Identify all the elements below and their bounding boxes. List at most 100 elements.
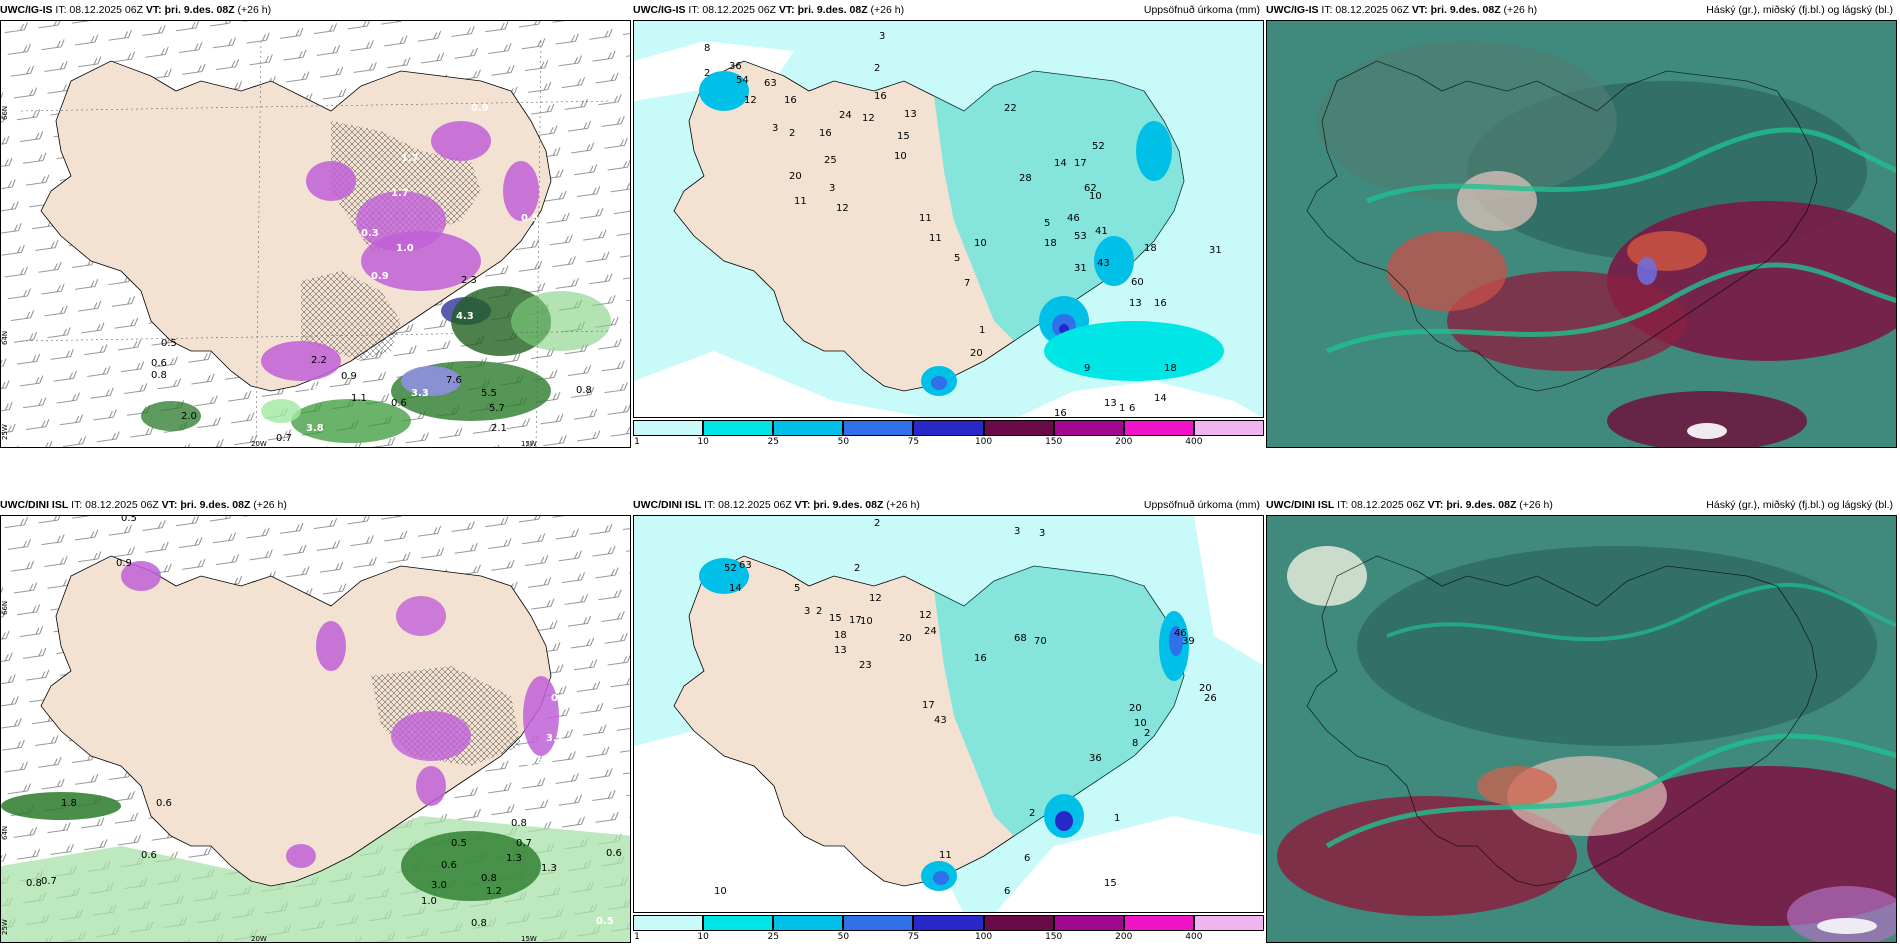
- value-label: 2: [816, 606, 822, 617]
- valid-time-label: VT:: [1427, 499, 1444, 511]
- value-label: 7: [964, 278, 970, 289]
- value-label: 2: [874, 63, 880, 74]
- value-label: 13: [904, 109, 917, 120]
- value-label: 0.5: [161, 338, 177, 349]
- lead-time: (+26 h): [886, 499, 920, 511]
- valid-time-label: VT:: [794, 499, 811, 511]
- value-label: 18: [1144, 243, 1157, 254]
- valid-time-label: VT:: [145, 4, 162, 16]
- value-label: 0.7: [41, 876, 57, 887]
- lat-label-64: 64N: [1, 826, 9, 840]
- panel-dini-accum-precip: UWC/DINI ISL IT: 08.12.2025 06Z VT: þri.…: [633, 495, 1264, 943]
- valid-time-label: VT:: [1411, 4, 1428, 16]
- colorbar-tick: 10: [697, 932, 709, 942]
- value-label: 3.3: [411, 388, 429, 399]
- init-time: IT: 08.12.2025 06Z: [1321, 4, 1409, 16]
- panel-ig-is-precip-type: UWC/IG-IS IT: 08.12.2025 06Z VT: þri. 9.…: [0, 0, 631, 448]
- lead-time: (+26 h): [253, 499, 287, 511]
- value-label: 54: [736, 75, 749, 86]
- value-label: 0.8: [511, 818, 527, 829]
- value-label: 0.8: [471, 918, 487, 929]
- value-label: 10.5: [306, 385, 331, 396]
- value-label: 0.6: [606, 848, 622, 859]
- value-label: 3: [829, 183, 835, 194]
- panel-ig-is-cloud-cover: UWC/IG-IS IT: 08.12.2025 06Z VT: þri. 9.…: [1266, 0, 1897, 448]
- value-label: 36: [1089, 753, 1102, 764]
- colorbar-swatch: [1123, 915, 1194, 931]
- value-label: 36: [729, 61, 742, 72]
- value-label: 14: [1154, 393, 1167, 404]
- value-label: 16: [874, 91, 887, 102]
- value-label: 17: [1074, 158, 1087, 169]
- value-label: 0.9: [341, 371, 357, 382]
- value-label: 12: [744, 95, 757, 106]
- value-label: 2: [854, 563, 860, 574]
- lead-time: (+26 h): [1503, 4, 1538, 16]
- value-label: 62: [1084, 183, 1097, 194]
- colorbar-swatch: [843, 915, 914, 931]
- value-label: 0.6: [141, 850, 157, 861]
- panel-header: UWC/IG-IS IT: 08.12.2025 06Z VT: þri. 9.…: [0, 0, 631, 20]
- valid-time-label: VT:: [778, 4, 795, 16]
- panel-header: UWC/IG-IS IT: 08.12.2025 06Z VT: þri. 9.…: [1266, 0, 1897, 20]
- value-label: 31: [1074, 263, 1087, 274]
- value-label: 6: [1004, 886, 1010, 897]
- map-area[interactable]: [1266, 515, 1897, 943]
- value-label: 20: [1129, 703, 1142, 714]
- valid-time: þri. 9.des. 08Z: [1446, 499, 1517, 511]
- colorbar-tick: 200: [1115, 932, 1133, 942]
- value-label: 46: [1174, 628, 1187, 639]
- colorbar-swatch: [913, 915, 984, 931]
- value-label: 25: [824, 155, 837, 166]
- value-label: 5.5: [481, 388, 497, 399]
- value-label: 1: [1114, 813, 1120, 824]
- colorbar-swatch: [843, 420, 914, 436]
- value-label: 3: [772, 123, 778, 134]
- value-label: 53: [1074, 231, 1087, 242]
- value-label: 20: [789, 171, 802, 182]
- value-label: 13: [1129, 298, 1142, 309]
- colorbar-tick: 50: [837, 932, 850, 942]
- value-label: 5.7: [489, 403, 505, 414]
- value-label: 1.3: [541, 863, 557, 874]
- iceland-outline: [1306, 60, 1818, 392]
- colorbar-swatch: [633, 915, 704, 931]
- value-label: 2: [704, 68, 710, 79]
- value-label: 0.6: [441, 860, 457, 871]
- value-label: 0.6: [391, 398, 407, 409]
- init-time: IT: 08.12.2025 06Z: [1337, 499, 1425, 511]
- panel-header: UWC/DINI ISL IT: 08.12.2025 06Z VT: þri.…: [1266, 495, 1897, 515]
- value-label: 9: [1084, 363, 1090, 374]
- colorbar-swatch: [633, 420, 704, 436]
- value-label: 3: [804, 606, 810, 617]
- model-source: UWC/IG-IS: [0, 4, 53, 16]
- value-label: 0.5: [451, 838, 467, 849]
- map-area[interactable]: 66N 64N 25W 20W 15W 0.5 0.6 0.8 0.9 2.2 10.5 5…: [0, 20, 631, 448]
- value-label: 3.8: [306, 423, 324, 434]
- model-source: UWC/IG-IS: [633, 4, 686, 16]
- value-label: 8: [704, 43, 710, 54]
- value-label: 1.2: [486, 886, 502, 897]
- map-area[interactable]: 2 3 3 2 52 63 14 5 3 2 15 17 18 12 10 13 23 20 12 24 17 43 16 6…: [633, 515, 1264, 913]
- value-label: 46: [1067, 213, 1080, 224]
- map-area[interactable]: 66N 64N 25W 20W 15W 0.5 0.9 1.8 0.6 0.8 0.7 0.…: [0, 515, 631, 943]
- value-label: 1.8: [61, 798, 77, 809]
- value-label: 16: [819, 128, 832, 139]
- map-area[interactable]: [1266, 20, 1897, 448]
- value-label: 5: [954, 253, 960, 264]
- lon-label-20: 20W: [251, 440, 267, 448]
- value-label: 70: [1034, 636, 1047, 647]
- value-label: 17: [922, 700, 935, 711]
- value-label: 16: [974, 653, 987, 664]
- panel-title: Uppsöfnuð úrkoma (mm): [1143, 4, 1260, 16]
- map-area[interactable]: 8 2 2 3 36 54 63 12 16 3 2 16 25 3 12 20 11 16 24 12 13 15 10 1…: [633, 20, 1264, 418]
- value-label: 0.6: [551, 693, 569, 704]
- value-label: 8: [1132, 738, 1138, 749]
- value-label: 0.7: [276, 433, 292, 444]
- value-label: 52: [1092, 141, 1105, 152]
- value-label: 0.9: [371, 271, 389, 282]
- value-label: 14: [729, 583, 742, 594]
- value-label: 13: [1104, 398, 1117, 409]
- valid-time: þri. 9.des. 08Z: [797, 4, 868, 16]
- value-label: 3.2: [546, 733, 564, 744]
